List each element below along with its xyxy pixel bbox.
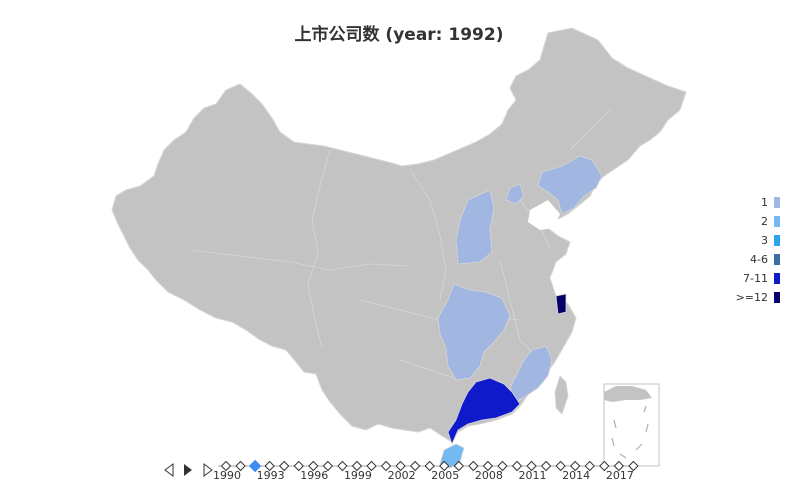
mainland-china: [111, 27, 687, 443]
legend-item[interactable]: 7-11: [736, 269, 780, 288]
legend-swatch: [774, 197, 780, 208]
timeline-point[interactable]: [599, 460, 610, 472]
timeline-point[interactable]: [569, 460, 581, 472]
timeline-point[interactable]: [322, 460, 334, 472]
legend-label: 4-6: [750, 253, 768, 266]
legend-item[interactable]: 3: [736, 231, 780, 250]
timeline-next-button[interactable]: [203, 463, 213, 477]
bohai-sea: [528, 200, 560, 230]
timeline-year-label: 2011: [518, 469, 547, 482]
legend-swatch: [774, 273, 780, 284]
timeline-current-point[interactable]: [248, 459, 262, 473]
region-guangdong[interactable]: [447, 377, 521, 446]
timeline-point[interactable]: [613, 460, 625, 472]
legend-label: >=12: [735, 291, 768, 304]
timeline-point[interactable]: [424, 460, 435, 472]
timeline-year-label: 2002: [387, 469, 416, 482]
timeline-prev-button[interactable]: [164, 463, 174, 477]
legend-item[interactable]: 4-6: [736, 250, 780, 269]
timeline-point[interactable]: [540, 460, 552, 472]
legend-label: 3: [761, 234, 768, 247]
timeline-point[interactable]: [337, 460, 348, 472]
timeline-year-label: 2005: [431, 469, 460, 482]
timeline-year-label: 2017: [605, 469, 634, 482]
legend-item[interactable]: >=12: [736, 288, 780, 307]
timeline-point[interactable]: [380, 460, 392, 472]
region-sichuan[interactable]: [437, 283, 511, 381]
timeline-point[interactable]: [395, 460, 406, 472]
timeline-year-label: 1996: [300, 469, 329, 482]
timeline-point[interactable]: [235, 460, 246, 472]
timeline-point[interactable]: [264, 460, 275, 472]
timeline-point[interactable]: [526, 460, 537, 472]
timeline-point[interactable]: [453, 460, 465, 472]
timeline-point[interactable]: [497, 460, 508, 472]
timeline-point[interactable]: [555, 460, 566, 472]
timeline-point[interactable]: [220, 460, 232, 472]
legend-item[interactable]: 2: [736, 212, 780, 231]
south-china-sea-inset: [603, 383, 660, 467]
legend-item[interactable]: 1: [736, 193, 780, 212]
legend-swatch: [774, 254, 780, 265]
legend-label: 7-11: [743, 272, 768, 285]
timeline-play-button[interactable]: [184, 464, 192, 476]
region-beijing[interactable]: [505, 183, 525, 205]
legend-label: 1: [761, 196, 768, 209]
timeline-year-label: 2014: [562, 469, 591, 482]
timeline-point[interactable]: [308, 460, 319, 472]
timeline-point[interactable]: [351, 460, 363, 472]
timeline-point[interactable]: [468, 460, 479, 472]
legend-swatch: [774, 216, 780, 227]
timeline-point[interactable]: [511, 460, 523, 472]
timeline-year-label: 1990: [213, 469, 241, 482]
timeline-point[interactable]: [482, 460, 494, 472]
timeline-year-label: 1993: [256, 469, 285, 482]
timeline-point[interactable]: [278, 460, 290, 472]
region-fujian[interactable]: [509, 345, 553, 403]
region-liaoning[interactable]: [537, 155, 603, 215]
timeline-year-label: 2008: [474, 469, 503, 482]
legend-label: 2: [761, 215, 768, 228]
timeline-point[interactable]: [584, 460, 595, 472]
timeline-point[interactable]: [439, 460, 450, 472]
timeline-year-label: 1999: [343, 469, 372, 482]
timeline-point[interactable]: [293, 460, 304, 472]
region-taiwan: [554, 375, 569, 415]
legend-swatch: [774, 235, 780, 246]
timeline-point[interactable]: [366, 460, 377, 472]
legend: 1 2 3 4-6 7-11 >=12: [736, 193, 780, 307]
region-shanxi[interactable]: [455, 189, 495, 265]
map-title: 上市公司数 (year: 1992): [294, 25, 504, 45]
legend-swatch: [774, 292, 780, 303]
region-shanghai[interactable]: [555, 293, 567, 315]
timeline-point[interactable]: [409, 460, 421, 472]
timeline-point[interactable]: [628, 460, 639, 472]
